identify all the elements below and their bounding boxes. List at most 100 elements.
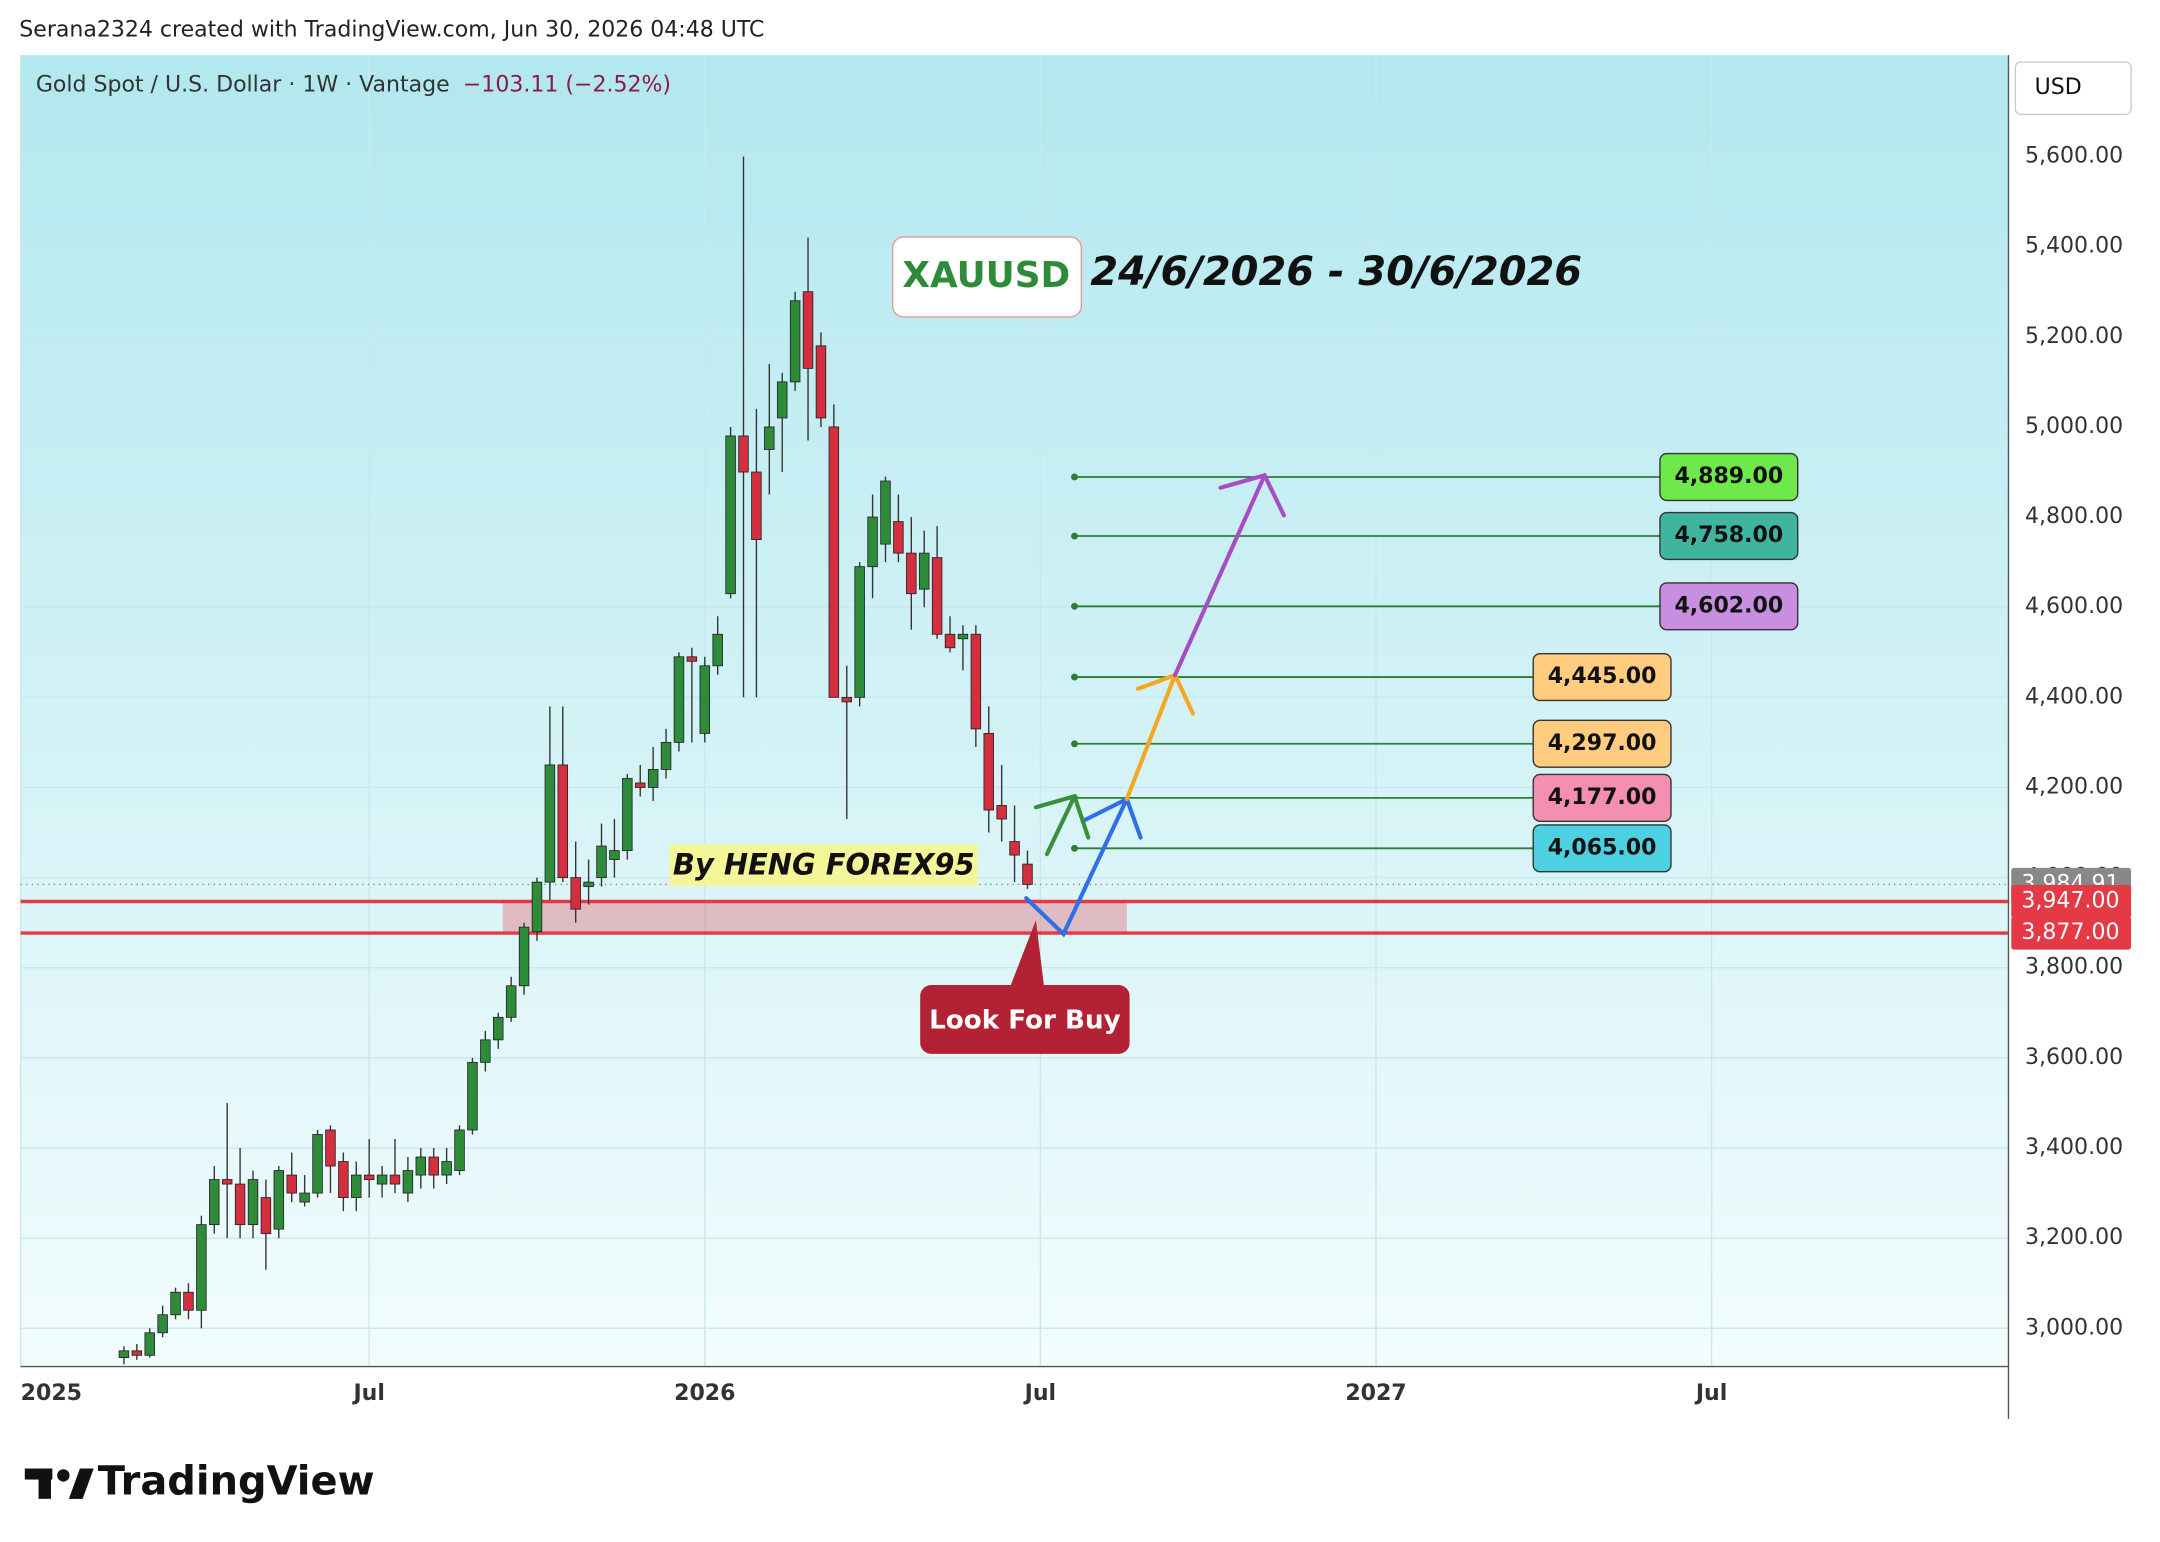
target-label: 4,758.00: [1674, 523, 1783, 548]
target-dot: [1071, 532, 1078, 540]
candle-body: [815, 345, 827, 419]
arrow-orange: [1124, 672, 1178, 802]
candle-body: [906, 552, 917, 595]
x-tick-label: 2026: [674, 1381, 735, 1406]
arrow-head: [1218, 472, 1286, 518]
logo: [24, 1468, 94, 1499]
candle-body: [144, 1332, 155, 1356]
chart-title: Gold Spot / U.S. Dollar · 1W · Vantage: [36, 72, 450, 97]
callout-pointer: [1009, 920, 1045, 988]
candle-body: [544, 764, 556, 883]
candle-body: [776, 381, 788, 419]
arrow-green: [1044, 794, 1077, 857]
y-tick-label: 5,400.00: [2025, 234, 2123, 259]
candle-body: [622, 778, 633, 851]
zone-label: 3,947.00: [2021, 889, 2119, 914]
candle-body: [247, 1179, 259, 1226]
candle-body: [660, 742, 672, 770]
candle-body: [209, 1179, 220, 1226]
candle-body: [196, 1224, 207, 1311]
y-tick-label: 3,600.00: [2025, 1045, 2123, 1070]
y-tick-label: 3,200.00: [2025, 1225, 2123, 1250]
price-change: −103.11 (−2.52%): [463, 72, 671, 97]
candle-body: [118, 1350, 130, 1358]
candle-body: [467, 1061, 478, 1131]
candle-body: [867, 516, 878, 568]
author-box: [669, 844, 979, 886]
currency: USD: [2035, 75, 2082, 100]
target-box: [1659, 582, 1799, 631]
target-label: 4,177.00: [1548, 785, 1657, 810]
candle-body: [880, 480, 891, 545]
candle-body: [531, 881, 543, 933]
candle-body: [751, 471, 762, 541]
candle-body: [583, 881, 594, 888]
candle-body: [893, 521, 904, 554]
y-tick-label: 5,000.00: [2025, 414, 2123, 439]
time-axis-area: [0, 1366, 2009, 1419]
y-tick-label: 4,600.00: [2025, 594, 2123, 619]
candle-body: [738, 435, 749, 473]
candle-body: [596, 845, 607, 879]
symbol-box: [891, 236, 1083, 318]
footer-brand: TradingView: [98, 1459, 375, 1505]
author: By HENG FOREX95: [673, 848, 975, 882]
target-box: [1532, 719, 1672, 768]
candle-body: [131, 1350, 143, 1356]
date-range: 24/6/2026 - 30/6/2026: [1090, 249, 1582, 295]
candle-body: [673, 656, 685, 743]
x-tick-label: Jul: [1023, 1381, 1056, 1406]
y-tick-label: 3,400.00: [2025, 1135, 2123, 1160]
callout: Look For Buy: [929, 1005, 1121, 1035]
logo-mark: [68, 1468, 94, 1499]
candles-layer: [118, 156, 1033, 1365]
candle-body: [725, 435, 736, 595]
candle-body: [983, 732, 994, 811]
candle-body: [273, 1170, 285, 1230]
logo-mark: [38, 1468, 51, 1499]
candle-body: [363, 1174, 375, 1180]
y-tick-label: 5,200.00: [2025, 324, 2123, 349]
candle-body: [505, 985, 517, 1018]
arrow-purple: [1172, 473, 1267, 678]
header: Serana2324 created with TradingView.com,…: [19, 17, 764, 42]
candle-body: [1022, 863, 1033, 885]
y-tick-label: 4,400.00: [2025, 684, 2123, 709]
candle-body: [635, 782, 646, 788]
candle-body: [157, 1314, 168, 1334]
candle-body: [557, 764, 569, 879]
zone-label-box: [2011, 916, 2132, 950]
candle-body: [854, 566, 865, 698]
candle-body: [312, 1134, 323, 1194]
arrow-blue: [1024, 796, 1129, 938]
logo-mark: [57, 1469, 70, 1482]
candle-body: [286, 1174, 297, 1194]
candle-body: [802, 291, 814, 369]
candle-body: [918, 552, 930, 590]
y-tick-label: 3,000.00: [2025, 1315, 2123, 1340]
arrow-head: [1033, 793, 1091, 840]
buy-zone: [502, 901, 1127, 934]
y-tick-label: 5,600.00: [2025, 144, 2123, 169]
y-tick-label: 4,200.00: [2025, 774, 2123, 799]
target-label: 4,065.00: [1548, 835, 1657, 860]
target-box: [1532, 652, 1672, 702]
y-tick-label: 3,800.00: [2025, 955, 2123, 980]
target-box: [1659, 452, 1799, 502]
callout-box: [920, 985, 1130, 1054]
target-box: [1532, 773, 1672, 822]
arrows: [1024, 472, 1286, 938]
candle-body: [712, 633, 723, 667]
axis-layer: 3,000.00 3,200.00 3,400.00 3,600.00 3,800.00…: [21, 144, 2132, 1406]
y-tick-label: 4,800.00: [2025, 504, 2123, 529]
symbol-label: XAUUSD: [902, 255, 1070, 296]
candle-body: [428, 1156, 439, 1176]
candle-body: [828, 426, 840, 698]
candle-body: [493, 1016, 504, 1041]
candle-body: [686, 656, 698, 662]
target-dot: [1071, 473, 1078, 481]
candle-body: [351, 1174, 362, 1198]
candle-body: [609, 850, 620, 861]
target-label: 4,297.00: [1548, 731, 1657, 756]
zone-label: 3,877.00: [2021, 920, 2119, 945]
